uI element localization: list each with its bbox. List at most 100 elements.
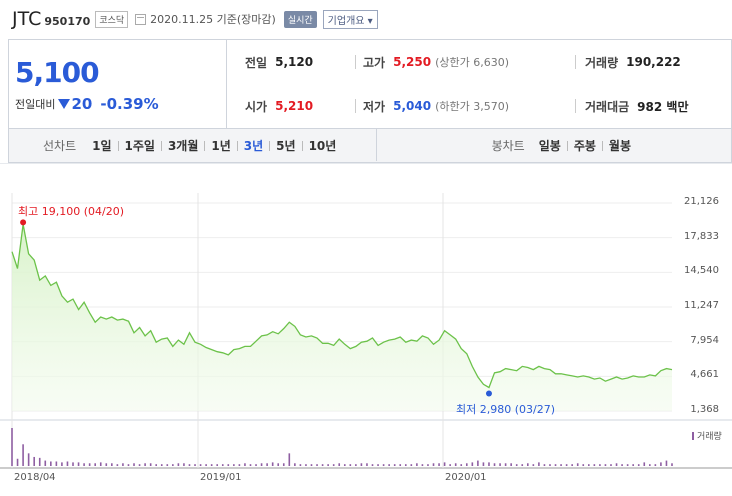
volume-bar xyxy=(454,463,457,466)
volume-bar xyxy=(543,464,546,466)
volume-bar xyxy=(538,462,540,466)
tab-divider xyxy=(160,140,162,151)
volume-bar xyxy=(221,464,224,466)
volume-bar xyxy=(604,464,607,466)
volume-bar xyxy=(449,464,451,466)
tab-period-5[interactable]: 5년 xyxy=(276,139,296,153)
current-price: 5,100 xyxy=(15,56,100,89)
volume-bar xyxy=(471,462,474,466)
volume-bar xyxy=(427,464,429,466)
volume-bar xyxy=(72,462,74,466)
volume-bar xyxy=(172,464,174,466)
volume-bar xyxy=(155,464,158,466)
volume-bar xyxy=(421,464,424,466)
market-badge: 코스닥 xyxy=(95,10,129,28)
volume-bar xyxy=(188,464,191,466)
volume-bar xyxy=(105,463,108,466)
volume-bar xyxy=(332,464,335,466)
tab-period-1[interactable]: 1주일 xyxy=(124,139,155,153)
volume-bar xyxy=(249,464,252,466)
volume-bar xyxy=(122,463,124,466)
down-triangle-icon xyxy=(58,99,71,109)
volume-bar xyxy=(521,464,524,466)
stat-label: 거래량 xyxy=(585,55,619,70)
volume-bar xyxy=(649,464,651,466)
tab-period-0[interactable]: 1일 xyxy=(92,139,112,153)
tab-period-2[interactable]: 3개월 xyxy=(167,139,199,153)
volume-bar xyxy=(554,464,557,466)
volume-bar xyxy=(565,464,568,466)
volume-bar xyxy=(355,464,357,466)
volume-bar xyxy=(582,464,585,466)
volume-bar xyxy=(127,464,130,466)
realtime-button[interactable]: 실시간 xyxy=(283,10,317,28)
volume-bar xyxy=(626,464,629,466)
lower-limit: (하한가 3,570) xyxy=(435,100,509,113)
line-period-list: 1일 1주일 3개월 1년 3년 5년 10년 xyxy=(92,137,336,154)
volume-bar xyxy=(77,462,80,466)
tab-divider xyxy=(236,140,238,151)
tab-candle-0[interactable]: 일봉 xyxy=(538,139,561,153)
volume-bar xyxy=(460,464,463,466)
y-tick-label: 7,954 xyxy=(690,334,719,346)
quote-panel: 5,100 전일대비 20 -0.39% 전일 5,120 고가 5,250 (… xyxy=(8,39,732,163)
volume-bar xyxy=(443,462,446,466)
y-tick-label: 4,661 xyxy=(690,369,719,381)
divider xyxy=(575,55,576,69)
price-chart[interactable]: 21,126 17,833 14,540 11,247 7,954 4,661 1,368 … xyxy=(0,162,732,492)
price-line xyxy=(11,224,673,389)
stat-volume: 거래량 190,222 xyxy=(585,40,681,84)
volume-bar xyxy=(510,463,512,466)
stock-name[interactable]: JTC xyxy=(12,8,42,30)
volume-bar xyxy=(138,464,141,466)
y-tick-label: 11,247 xyxy=(684,300,719,311)
volume-bar xyxy=(404,464,407,466)
volume-bar xyxy=(316,464,318,466)
candle-chart-label: 봉차트 xyxy=(491,139,525,153)
volume-bar xyxy=(16,458,19,466)
stat-value: 982 백만 xyxy=(637,99,689,114)
line-chart-label: 선차트 xyxy=(43,139,77,153)
volume-bar xyxy=(504,463,507,466)
volume-bar xyxy=(410,464,413,466)
volume-bar xyxy=(133,463,135,466)
tab-divider xyxy=(204,140,206,151)
tab-period-4[interactable]: 3년 xyxy=(243,139,264,153)
volume-bar xyxy=(327,464,329,466)
tab-candle-2[interactable]: 월봉 xyxy=(608,139,631,153)
stat-label: 거래대금 xyxy=(585,99,630,114)
change-percent: -0.39% xyxy=(100,95,159,113)
volume-bar xyxy=(665,460,668,466)
volume-bar xyxy=(499,463,501,466)
volume-bar xyxy=(61,462,63,466)
volume-bar xyxy=(83,463,85,466)
stat-value: 190,222 xyxy=(626,55,681,69)
calendar-icon xyxy=(135,13,147,25)
volume-bar xyxy=(610,464,612,466)
volume-bar xyxy=(349,464,352,466)
volume-bar xyxy=(382,464,385,466)
divider xyxy=(355,55,356,69)
volume-bar xyxy=(277,463,280,466)
volume-bar xyxy=(282,463,285,466)
tab-divider xyxy=(117,140,119,151)
volume-bar xyxy=(310,464,313,466)
volume-bar xyxy=(149,463,152,466)
volume-bar xyxy=(160,464,163,466)
tab-candle-1[interactable]: 주봉 xyxy=(573,139,596,153)
max-price-label: 최고 19,100 (04/20) xyxy=(18,205,125,218)
min-price-label: 최저 2,980 (03/27) xyxy=(456,403,556,416)
volume-bar xyxy=(22,444,24,466)
volume-bar xyxy=(216,464,219,466)
y-tick-label: 14,540 xyxy=(684,265,719,277)
tab-divider xyxy=(566,140,568,151)
tab-period-3[interactable]: 1년 xyxy=(211,139,231,153)
volume-bar xyxy=(388,464,390,466)
company-overview-dropdown[interactable]: 기업개요 ▾ xyxy=(322,9,378,29)
volume-bar xyxy=(111,463,113,466)
price-chart-svg xyxy=(0,162,732,469)
tab-period-6[interactable]: 10년 xyxy=(308,139,337,153)
y-tick-label: 21,126 xyxy=(684,196,719,207)
stat-label: 저가 xyxy=(363,99,386,114)
volume-bar xyxy=(271,462,274,466)
